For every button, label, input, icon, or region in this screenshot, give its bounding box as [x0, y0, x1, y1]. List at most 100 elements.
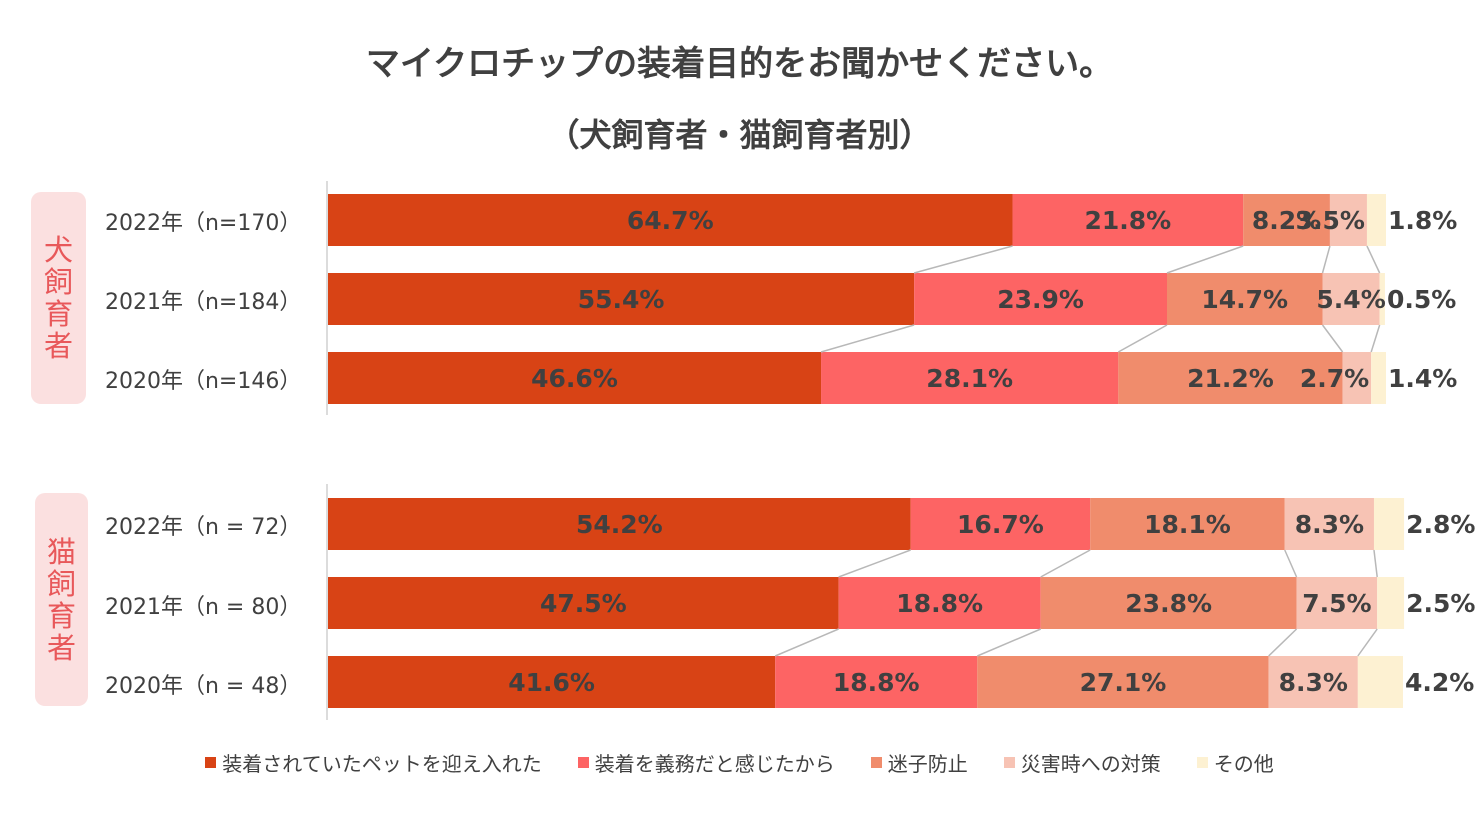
data-label: 4.2% [1405, 668, 1474, 697]
data-label: 41.6% [508, 668, 595, 697]
bar-segment [821, 352, 1119, 404]
data-label: 27.1% [1080, 668, 1167, 697]
data-label: 2.8% [1406, 510, 1475, 539]
data-label: 18.1% [1144, 510, 1231, 539]
bar-segment [1373, 498, 1405, 550]
data-label: 64.7% [627, 206, 714, 235]
legend-swatch [577, 757, 589, 768]
data-label: 28.1% [926, 364, 1013, 393]
bar-segment [1166, 273, 1323, 325]
data-label: 21.2% [1187, 364, 1274, 393]
connector-line [1321, 245, 1331, 274]
bar-segment [1090, 498, 1285, 550]
group-label-dog: 犬飼育者 [31, 192, 86, 404]
bar-segment [328, 352, 822, 404]
data-label: 8.3% [1279, 668, 1348, 697]
bar-segment [1357, 656, 1403, 708]
bar-segment [1040, 577, 1297, 629]
connector-line [1370, 324, 1381, 353]
bar-segment [328, 577, 839, 629]
bar-segment [910, 498, 1091, 550]
data-label: 16.7% [957, 510, 1044, 539]
bar-segment [1118, 352, 1343, 404]
legend-swatch [1003, 757, 1015, 768]
legend-label: 迷子防止 [887, 752, 968, 776]
connector-line [977, 628, 1042, 657]
data-label: 55.4% [578, 285, 665, 314]
bar-segment [914, 273, 1167, 325]
legend-swatch [205, 757, 217, 768]
data-label: 46.6% [531, 364, 618, 393]
bar-segment [1296, 577, 1378, 629]
bar-segment [775, 656, 978, 708]
connector-line [1117, 324, 1168, 353]
legend-label: 装着を義務だと感じたから [594, 752, 835, 776]
legend-item: 装着されていたペットを迎え入れた [205, 748, 542, 777]
data-label: 23.9% [997, 285, 1084, 314]
data-label: 14.7% [1201, 285, 1288, 314]
bar-segment [1284, 498, 1374, 550]
data-label: 47.5% [540, 589, 627, 618]
data-label: 5.4% [1316, 285, 1385, 314]
row-label-dog-2021: 2021年（n=184） [105, 290, 302, 315]
legend-item: 迷子防止 [870, 748, 968, 777]
bar-segment [1377, 577, 1405, 629]
legend-swatch [1196, 757, 1208, 768]
data-label: 18.8% [896, 589, 983, 618]
connector-line [1373, 549, 1378, 578]
bar-segment [1371, 352, 1386, 404]
legend-item: その他 [1196, 748, 1274, 777]
connector-line [1166, 245, 1244, 274]
row-label-cat-2022: 2022年（n = 72） [105, 515, 302, 540]
group-label-cat-text: 猫飼育者 [46, 534, 76, 665]
legend: 装着されていたペットを迎え入れた 装着を義務だと感じたから 迷子防止 災害時への… [0, 748, 1479, 777]
data-label: 1.4% [1388, 364, 1457, 393]
bar-segment [1366, 194, 1386, 246]
legend-label: その他 [1213, 752, 1274, 776]
group-label-cat: 猫飼育者 [35, 493, 88, 706]
bar-segment [328, 273, 915, 325]
connector-line [913, 245, 1013, 274]
row-label-cat-2020: 2020年（n = 48） [105, 674, 302, 699]
chart-title: マイクロチップの装着目的をお聞かせください。 [365, 44, 1114, 84]
chart-subtitle: （犬飼育者・猫飼育者別） [547, 116, 932, 154]
bar-segment [1243, 194, 1330, 246]
data-label: 7.5% [1302, 589, 1371, 618]
bar-segment [328, 656, 776, 708]
connector-line [1040, 549, 1091, 578]
data-label: 0.5% [1387, 285, 1456, 314]
connector-line [838, 549, 911, 578]
row-label-cat-2021: 2021年（n = 80） [105, 595, 302, 620]
data-label: 2.7% [1300, 364, 1369, 393]
connector-line [1268, 628, 1298, 657]
connector-line [1284, 549, 1298, 578]
row-label-dog-2020: 2020年（n=146） [105, 369, 302, 394]
legend-item: 装着を義務だと感じたから [577, 748, 835, 777]
bar-segment [1322, 273, 1380, 325]
bar-segment [1268, 656, 1358, 708]
connector-line [1366, 245, 1381, 274]
bar-segment [1379, 273, 1385, 325]
connector-line [774, 628, 839, 657]
legend-label: 装着されていたペットを迎え入れた [222, 752, 542, 776]
data-label: 2.5% [1406, 589, 1475, 618]
bar-segment [1342, 352, 1372, 404]
data-label: 3.5% [1296, 206, 1365, 235]
data-label: 18.8% [833, 668, 920, 697]
legend-item: 災害時への対策 [1003, 748, 1161, 777]
group-label-dog-text: 犬飼育者 [43, 233, 73, 363]
connector-line [1321, 324, 1344, 353]
legend-label: 災害時への対策 [1020, 752, 1161, 776]
bar-segment [838, 577, 1041, 629]
legend-swatch [870, 757, 882, 768]
data-label: 21.8% [1084, 206, 1171, 235]
row-label-dog-2022: 2022年（n=170） [105, 211, 302, 236]
bar-segment [977, 656, 1269, 708]
data-label: 8.3% [1295, 510, 1364, 539]
bar-segment [328, 194, 1013, 246]
bar-segment [1012, 194, 1244, 246]
data-label: 23.8% [1125, 589, 1212, 618]
bar-segment [1329, 194, 1367, 246]
data-label: 54.2% [576, 510, 663, 539]
